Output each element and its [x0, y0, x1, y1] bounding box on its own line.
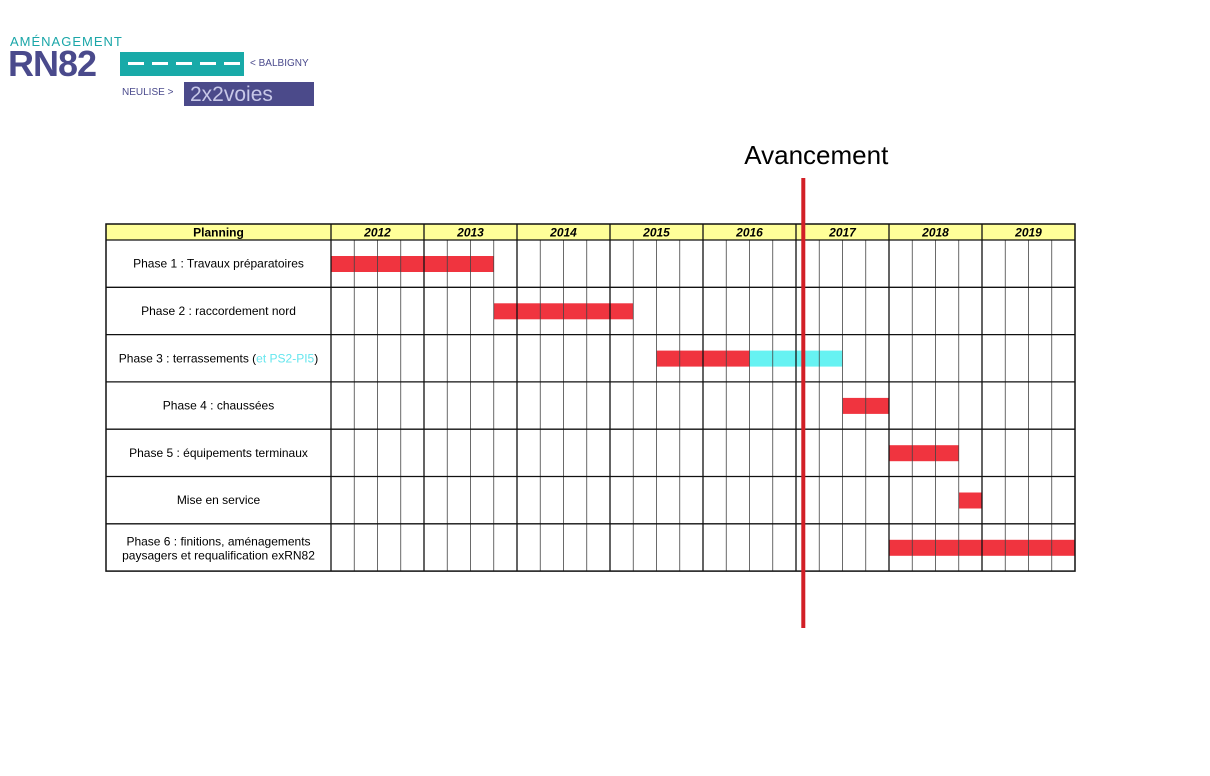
row-label: Phase 5 : équipements terminaux — [129, 446, 308, 460]
header-band — [106, 224, 1075, 240]
logo-main-text: RN82 — [8, 43, 97, 84]
row-label: Mise en service — [177, 493, 261, 507]
row-label: Phase 2 : raccordement nord — [141, 304, 296, 318]
gantt-bar — [889, 445, 959, 462]
logo: AMÉNAGEMENT RN82 < BALBIGNY NEULISE > 2x… — [8, 34, 318, 106]
table-border — [105, 223, 1076, 572]
gantt-bar — [331, 256, 494, 272]
road-dash — [200, 62, 216, 65]
row-label: Phase 3 : terrassements (et PS2-PI5) — [119, 351, 318, 365]
row-label: Phase 6 : finitions, aménagements — [126, 534, 310, 548]
road-dash — [128, 62, 144, 65]
year-label: 2014 — [549, 226, 577, 240]
logo-left-text: NEULISE > — [122, 87, 174, 98]
year-label: 2013 — [456, 226, 484, 240]
row-label: Phase 4 : chaussées — [163, 399, 274, 413]
logo-top-text: AMÉNAGEMENT — [10, 34, 123, 49]
year-label: 2017 — [828, 226, 857, 240]
year-label: 2018 — [921, 226, 949, 240]
logo-badge: 2x2voies — [184, 82, 314, 106]
year-label: 2016 — [735, 226, 763, 240]
progress-marker-label: Avancement — [744, 140, 889, 170]
year-label: 2019 — [1014, 226, 1042, 240]
row-label: Phase 1 : Travaux préparatoires — [133, 257, 304, 271]
road-dash — [152, 62, 168, 65]
road-dash — [176, 62, 192, 65]
road-dash — [224, 62, 240, 65]
year-label: 2015 — [642, 226, 670, 240]
header-planning-label: Planning — [193, 226, 244, 240]
logo-road-graphic — [120, 52, 244, 76]
year-label: 2012 — [363, 226, 391, 240]
row-label-line2: paysagers et requalification exRN82 — [122, 548, 315, 562]
gantt-bar — [958, 492, 982, 509]
logo-right-text: < BALBIGNY — [250, 58, 309, 69]
